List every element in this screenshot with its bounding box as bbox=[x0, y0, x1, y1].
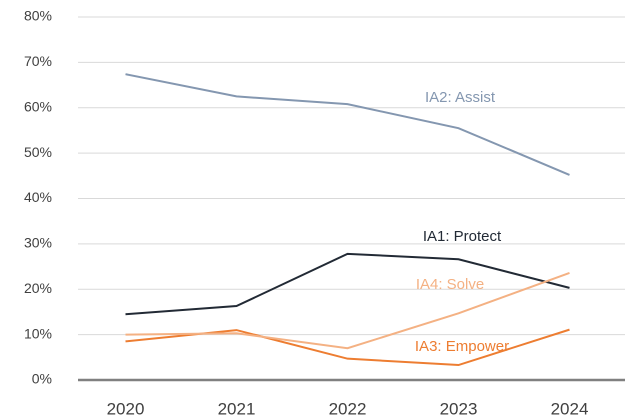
x-tick-label: 2020 bbox=[107, 399, 145, 418]
x-tick-label: 2022 bbox=[329, 399, 367, 418]
y-tick-label: 10% bbox=[24, 325, 52, 341]
y-tick-label: 80% bbox=[24, 8, 52, 24]
series-label: IA3: Empower bbox=[415, 338, 509, 355]
series-line bbox=[125, 73, 570, 176]
series-label: IA2: Assist bbox=[425, 89, 496, 106]
y-tick-label: 70% bbox=[24, 53, 52, 69]
y-tick-label: 20% bbox=[24, 280, 52, 296]
y-tick-label: 30% bbox=[24, 235, 52, 251]
x-tick-label: 2021 bbox=[218, 399, 256, 418]
series-line bbox=[125, 271, 570, 350]
series-label: IA4: Solve bbox=[416, 276, 484, 293]
y-tick-label: 40% bbox=[24, 189, 52, 205]
x-tick-label: 2024 bbox=[551, 399, 589, 418]
y-tick-label: 60% bbox=[24, 98, 52, 114]
x-tick-label: 2023 bbox=[440, 399, 478, 418]
series-line bbox=[125, 252, 570, 316]
y-tick-label: 0% bbox=[32, 371, 52, 387]
y-tick-label: 50% bbox=[24, 144, 52, 160]
series-label: IA1: Protect bbox=[423, 228, 502, 245]
